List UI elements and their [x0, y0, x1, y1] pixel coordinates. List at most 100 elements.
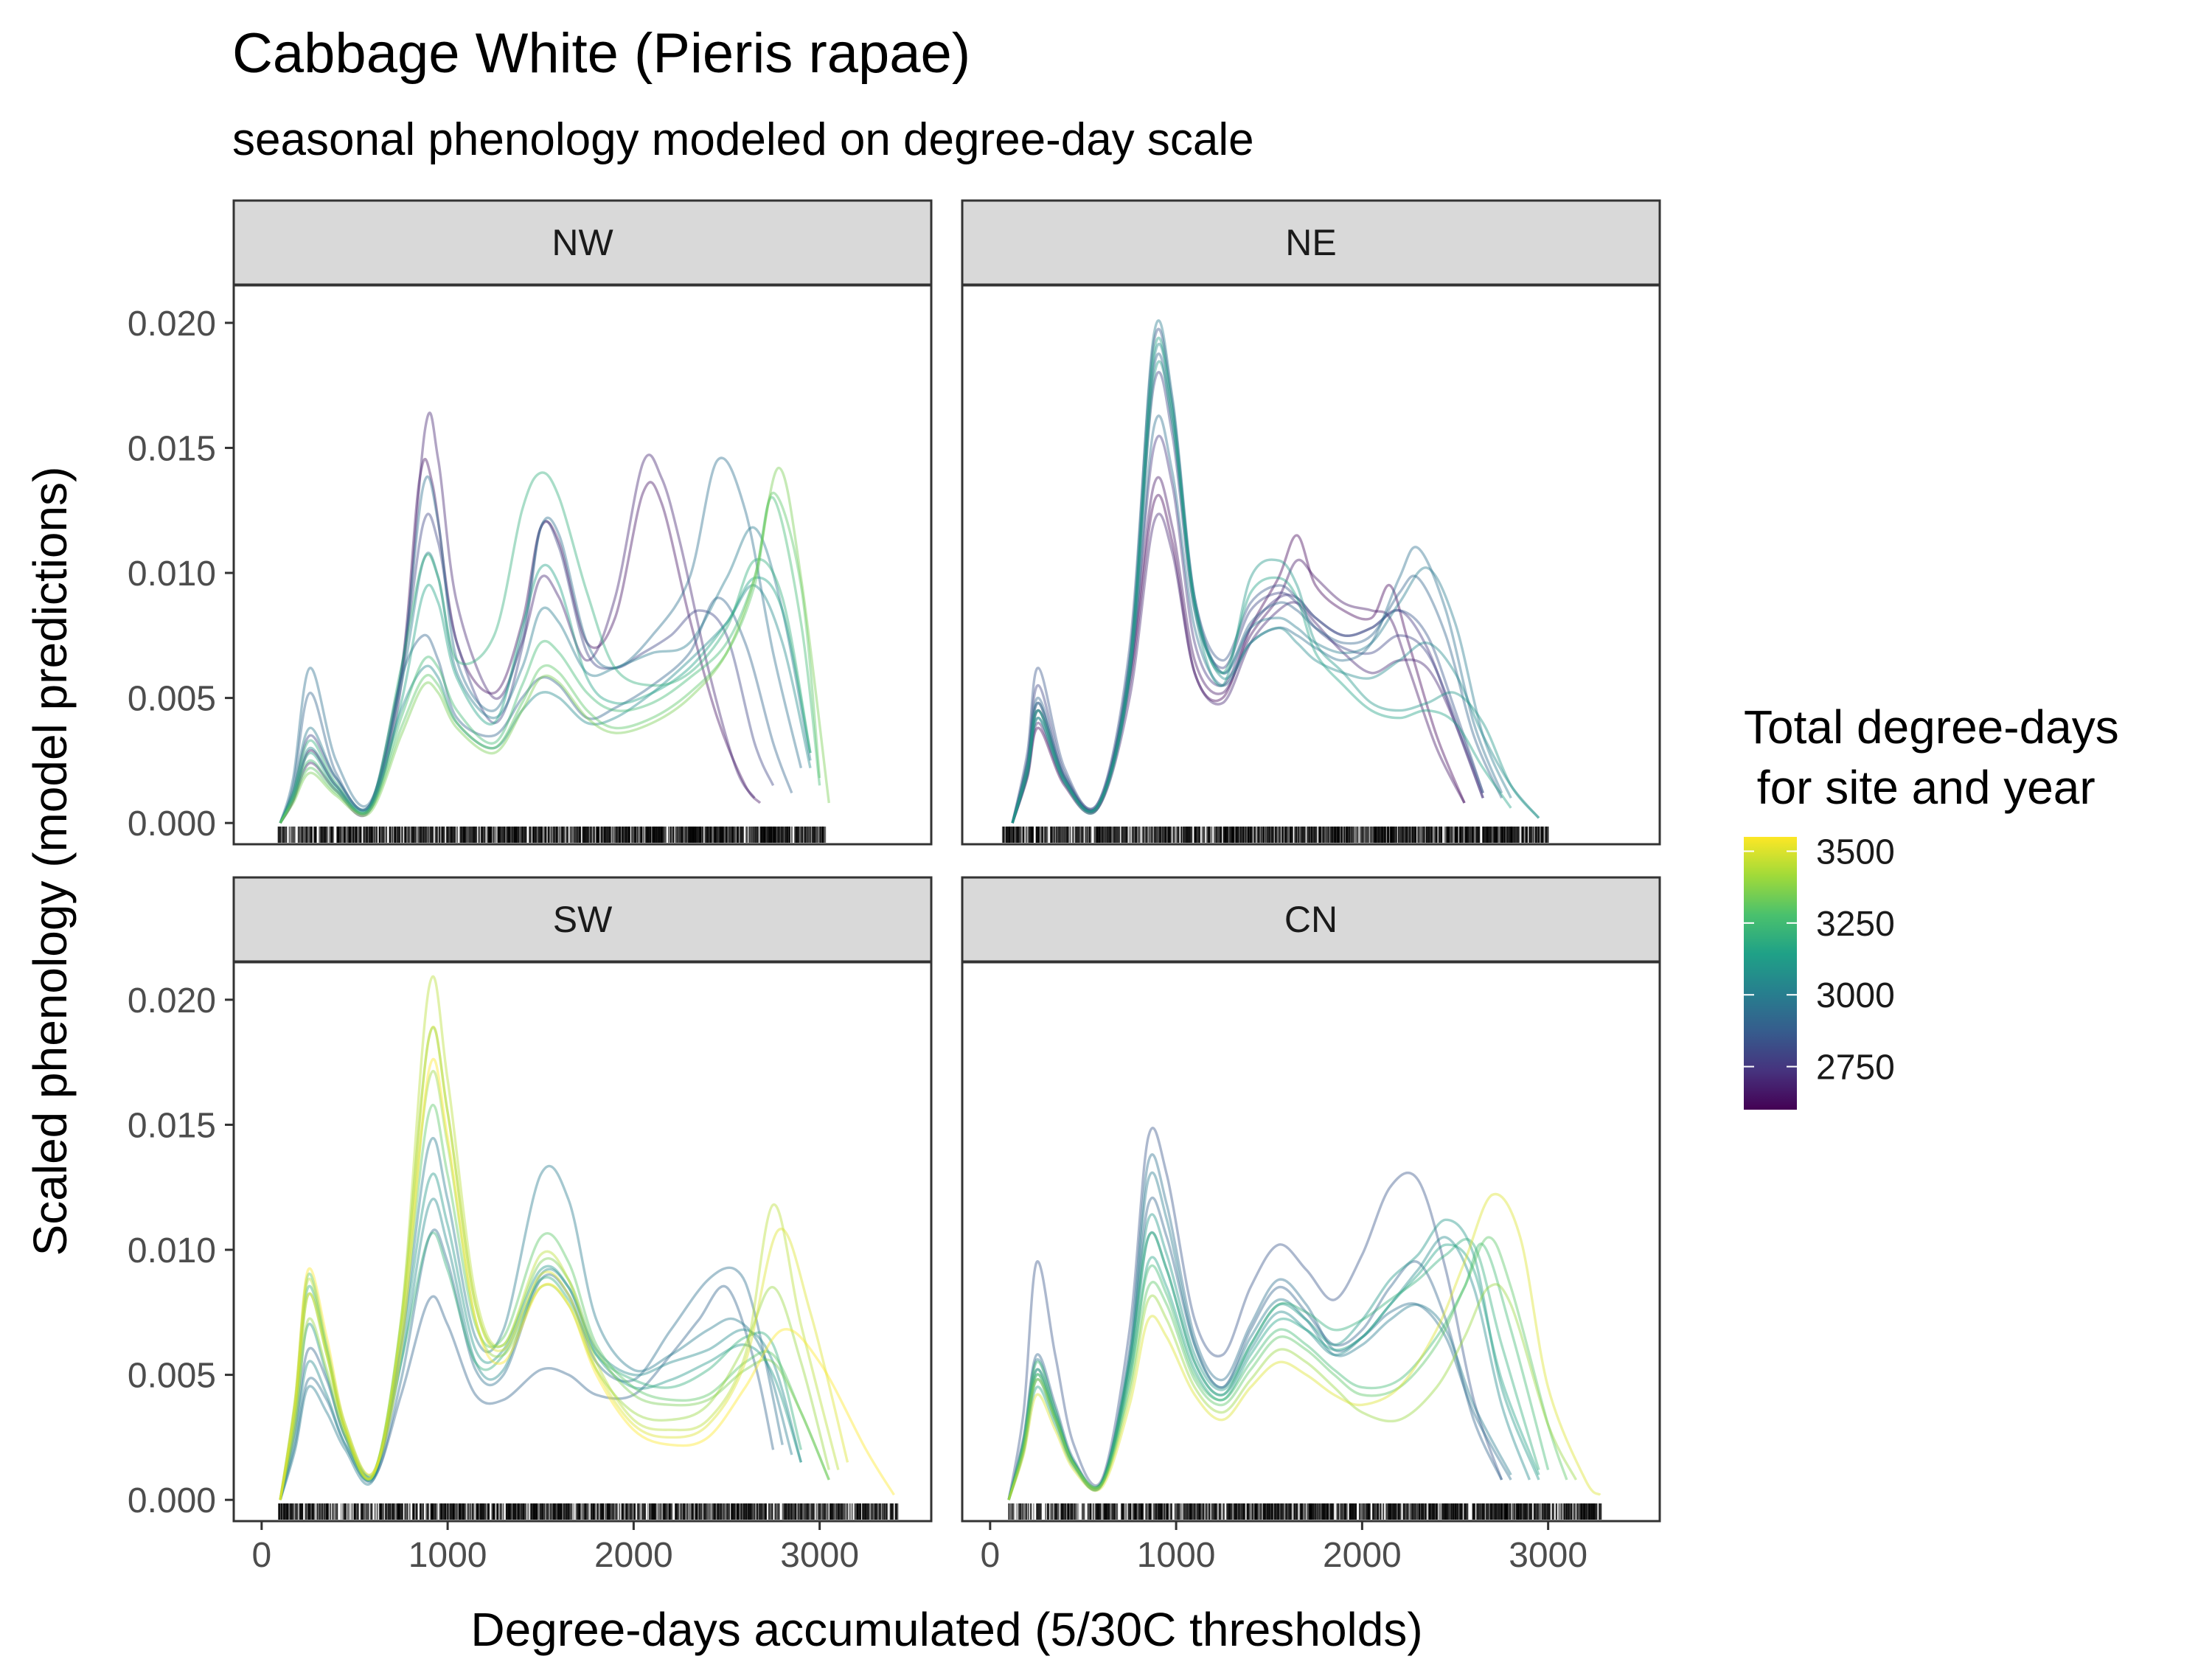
series-line-ne-5 — [1011, 327, 1484, 824]
legend-tick-label: 3000 — [1816, 976, 1895, 1015]
x-tick-label: 1000 — [408, 1536, 487, 1575]
panel-frame-cn — [961, 961, 1661, 1523]
series-line-ne-7 — [1011, 414, 1503, 824]
series-line-cn-1 — [1007, 1196, 1503, 1500]
series-line-sw-1 — [279, 1228, 784, 1500]
legend-colorbar — [1744, 837, 1797, 1110]
series-line-cn-6 — [1007, 1243, 1540, 1500]
legend-tick-label: 3500 — [1816, 832, 1895, 872]
series-line-nw-8 — [279, 471, 812, 824]
series-line-cn-0 — [1007, 1127, 1503, 1500]
legend-tick-label: 2750 — [1816, 1048, 1895, 1088]
series-line-sw-10 — [279, 1025, 849, 1500]
y-tick-label: 0.015 — [128, 429, 216, 468]
strip-sw — [232, 876, 933, 963]
strip-label-nw: NW — [552, 222, 613, 263]
y-tick-label: 0.005 — [128, 680, 216, 719]
series-line-nw-3 — [279, 597, 793, 824]
series-line-sw-11 — [279, 1057, 895, 1500]
y-tick-label: 0.020 — [128, 305, 216, 344]
x-tick-label: 0 — [980, 1536, 1000, 1575]
series-line-cn-9 — [1007, 1236, 1568, 1500]
x-tick-label: 0 — [251, 1536, 271, 1575]
series-line-cn-3 — [1007, 1171, 1512, 1500]
series-line-nw-11 — [279, 466, 830, 824]
series-line-nw-5 — [279, 526, 812, 824]
series-group-cn — [1007, 1127, 1602, 1520]
series-line-nw-4 — [279, 456, 803, 824]
series-line-ne-3 — [1011, 434, 1484, 824]
color-legend: Total degree-days for site and year 2750… — [1744, 700, 2119, 1110]
series-line-ne-2 — [1011, 512, 1484, 824]
series-line-nw-9 — [279, 495, 821, 824]
rug-nw — [277, 827, 827, 843]
series-group-sw — [278, 975, 899, 1520]
y-tick-label: 0.000 — [128, 1481, 216, 1520]
x-tick-label: 2000 — [594, 1536, 673, 1575]
series-line-cn-10 — [1007, 1283, 1578, 1500]
series-line-ne-1 — [1011, 476, 1466, 824]
series-line-ne-11 — [1011, 336, 1512, 824]
panel-frame-sw — [232, 961, 933, 1523]
series-line-sw-2 — [279, 1137, 793, 1500]
x-tick-label: 2000 — [1323, 1536, 1402, 1575]
y-tick-label: 0.020 — [128, 981, 216, 1020]
strip-label-sw: SW — [553, 899, 613, 940]
panel-sw: SW — [232, 876, 933, 1523]
facet-panels: NW NE SW CN — [232, 199, 1661, 1523]
series-line-ne-8 — [1011, 319, 1512, 824]
rug-sw — [278, 1503, 899, 1520]
series-line-cn-5 — [1007, 1213, 1540, 1500]
axes: 0.000 0.005 0.010 0.015 0.020 0.000 0.005 0.010… — [128, 305, 1587, 1575]
series-line-cn-8 — [1007, 1242, 1550, 1500]
panel-cn: CN — [961, 876, 1661, 1523]
y-axis-title: Scaled phenology (model predictions) — [24, 467, 77, 1256]
series-line-sw-9 — [279, 975, 840, 1500]
rug-ne — [1001, 827, 1549, 843]
series-line-sw-6 — [279, 1104, 830, 1500]
legend-ticks: 2750 3000 3250 3500 — [1744, 832, 1895, 1088]
legend-title-line-2: for site and year — [1744, 761, 2096, 814]
y-tick-label: 0.000 — [128, 804, 216, 844]
series-line-ne-0 — [1011, 493, 1466, 824]
series-line-cn-2 — [1007, 1153, 1512, 1500]
rug-cn — [1008, 1503, 1602, 1520]
legend-title-line-1: Total degree-days — [1744, 700, 2119, 754]
series-line-nw-0 — [279, 457, 762, 824]
series-line-nw-7 — [279, 563, 812, 824]
panel-nw: NW — [232, 199, 933, 846]
strip-label-ne: NE — [1285, 222, 1336, 263]
series-line-sw-4 — [279, 1172, 803, 1500]
legend-tick-label: 3250 — [1816, 905, 1895, 944]
series-line-ne-6 — [1011, 352, 1503, 824]
panel-frame-nw — [232, 284, 933, 846]
strip-label-cn: CN — [1284, 899, 1338, 940]
y-tick-label: 0.015 — [128, 1106, 216, 1145]
series-line-ne-4 — [1011, 371, 1484, 824]
series-line-nw-6 — [279, 584, 812, 824]
series-line-cn-7 — [1007, 1231, 1540, 1500]
strip-ne — [961, 199, 1661, 286]
series-line-nw-10 — [279, 491, 821, 824]
panel-frame-ne — [961, 284, 1661, 846]
strip-cn — [961, 876, 1661, 963]
series-line-sw-3 — [279, 1197, 803, 1500]
series-line-sw-0 — [279, 1284, 775, 1500]
chart-subtitle: seasonal phenology modeled on degree-day… — [232, 114, 1254, 165]
x-tick-label: 3000 — [1509, 1536, 1587, 1575]
series-line-nw-1 — [279, 411, 756, 824]
x-tick-label: 3000 — [780, 1536, 859, 1575]
y-tick-label: 0.010 — [128, 554, 216, 594]
series-group-nw — [277, 411, 830, 843]
series-line-sw-7 — [279, 1026, 830, 1500]
strip-nw — [232, 199, 933, 286]
series-line-cn-11 — [1007, 1192, 1601, 1500]
series-group-ne — [1001, 319, 1549, 843]
x-tick-label: 1000 — [1137, 1536, 1216, 1575]
y-tick-label: 0.010 — [128, 1231, 216, 1270]
y-tick-label: 0.005 — [128, 1357, 216, 1396]
chart-title: Cabbage White (Pieris rapae) — [232, 22, 970, 85]
series-line-nw-2 — [279, 512, 775, 824]
series-line-ne-9 — [1011, 342, 1540, 824]
